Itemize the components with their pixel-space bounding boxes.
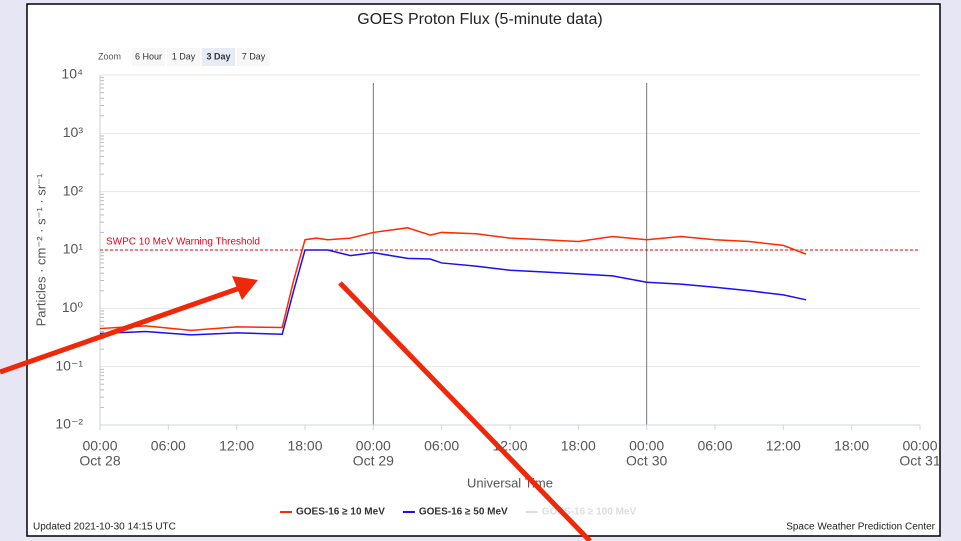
arrow-head <box>232 276 258 300</box>
x-tick-label: 06:00 <box>424 438 459 454</box>
y-tick-label: 10⁻² <box>55 416 83 432</box>
x-tick-label: 00:00 <box>902 438 937 454</box>
updated-note: Updated 2021-10-30 14:15 UTC <box>33 522 176 533</box>
chart-frame <box>26 3 941 537</box>
x-tick-date: Oct 28 <box>79 453 120 469</box>
x-tick-date: Oct 31 <box>899 453 940 469</box>
x-tick-label: 00:00 <box>82 438 117 454</box>
y-tick-label: 10¹ <box>63 241 84 257</box>
zoom-button-label[interactable]: 1 Day <box>172 51 196 61</box>
legend-label[interactable]: GOES-16 ≥ 50 MeV <box>419 507 508 518</box>
zoom-button[interactable] <box>237 48 270 66</box>
zoom-button-label[interactable]: 7 Day <box>242 51 266 61</box>
x-tick-label: 12:00 <box>766 438 801 454</box>
x-tick-date: Oct 29 <box>353 453 394 469</box>
x-tick-label: 06:00 <box>151 438 186 454</box>
y-axis-title: Particles · cm⁻² · s⁻¹ · sr⁻¹ <box>33 173 48 326</box>
legend-label[interactable]: GOES-16 ≥ 10 MeV <box>296 507 385 518</box>
zoom-button[interactable] <box>202 48 235 66</box>
x-tick-date: Oct 30 <box>626 453 667 469</box>
series-line <box>99 227 807 332</box>
y-tick-label: 10² <box>63 182 84 198</box>
arrow <box>338 281 592 541</box>
zoom-button[interactable] <box>167 48 200 66</box>
x-tick-label: 12:00 <box>219 438 254 454</box>
zoom-button-label[interactable]: 6 Hour <box>135 51 162 61</box>
y-tick-label: 10⁰ <box>62 299 84 315</box>
x-tick-label: 00:00 <box>629 438 664 454</box>
zoom-button[interactable] <box>132 48 165 66</box>
chart-title: GOES Proton Flux (5-minute data) <box>357 11 602 28</box>
x-tick-label: 06:00 <box>697 438 732 454</box>
annotation-arrows <box>0 276 592 541</box>
legend: GOES-16 ≥ 10 MeV GOES-16 ≥ 50 MeV GOES-16 … <box>280 507 636 518</box>
legend-label[interactable]: GOES-16 ≥ 100 MeV <box>542 507 637 518</box>
series-line <box>99 249 807 336</box>
zoom-label: Zoom <box>98 51 121 61</box>
arrow <box>0 285 241 375</box>
x-tick-label: 18:00 <box>561 438 596 454</box>
zoom-buttons: 6 Hour 1 Day 3 Day 7 Day <box>132 48 270 66</box>
x-tick-label: 00:00 <box>356 438 391 454</box>
y-tick-label: 10⁻¹ <box>55 357 83 373</box>
x-tick-label: 18:00 <box>834 438 869 454</box>
y-tick-label: 10⁴ <box>61 66 83 82</box>
zoom-button-label[interactable]: 3 Day <box>206 51 230 61</box>
x-tick-label: 18:00 <box>287 438 322 454</box>
y-tick-label: 10³ <box>63 124 84 140</box>
threshold-label: SWPC 10 MeV Warning Threshold <box>106 237 260 248</box>
credit: Space Weather Prediction Center <box>786 522 935 533</box>
